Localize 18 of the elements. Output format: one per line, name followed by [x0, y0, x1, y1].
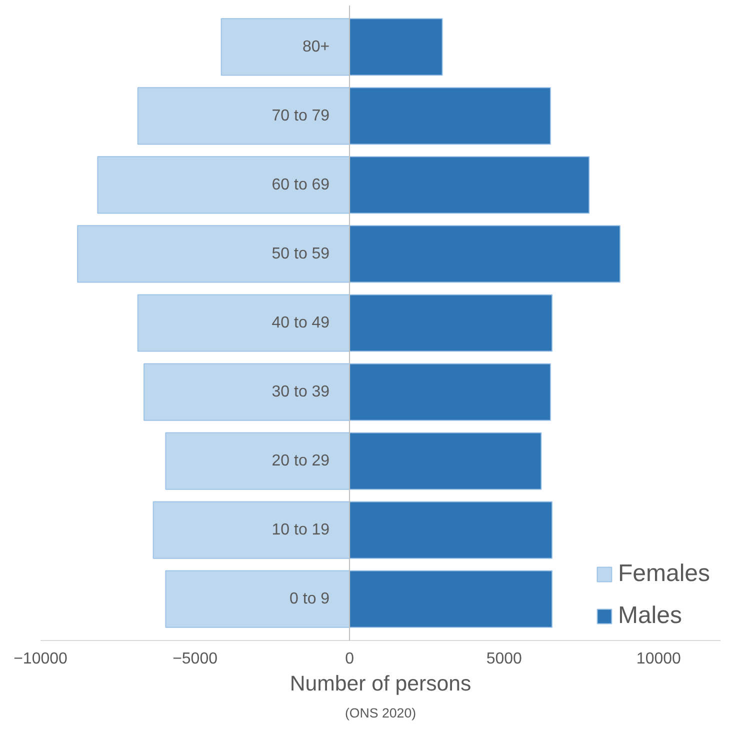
x-tick-label: 10000	[636, 650, 682, 668]
y-tick-label: 80+	[302, 38, 330, 56]
y-tick-label: 50 to 59	[272, 245, 330, 262]
legend-label: Females	[618, 560, 710, 588]
y-tick-label: 70 to 79	[272, 107, 330, 124]
y-tick-label: 0 to 9	[290, 590, 330, 608]
text: (ONS 2020)	[344, 706, 416, 720]
y-tick-label: 10 to 19	[272, 522, 330, 539]
y-tick-label: 30 to 39	[272, 384, 330, 401]
x-tick-label: 5000	[486, 650, 522, 668]
y-tick-label: 60 to 69	[272, 176, 330, 194]
x-tick-label: 0	[345, 650, 354, 668]
y-tick-label: 40 to 49	[272, 314, 330, 332]
legend-label: Males	[618, 602, 682, 630]
x-tick-label: −10000	[14, 650, 68, 668]
x-tick-label: −5000	[172, 650, 218, 668]
x-axis-title: Number of persons	[290, 672, 472, 696]
y-tick-label: 20 to 29	[272, 452, 330, 470]
